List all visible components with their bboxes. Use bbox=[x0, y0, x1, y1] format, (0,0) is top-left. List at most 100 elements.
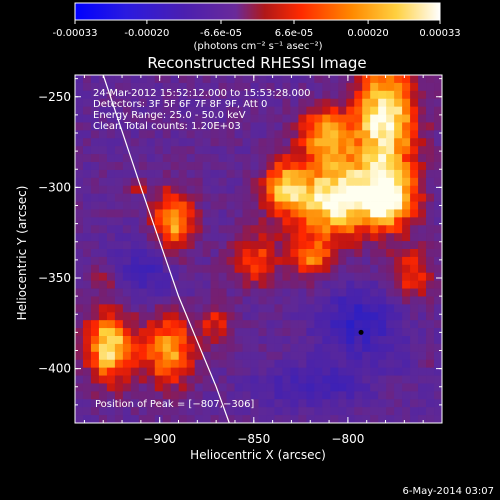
heatmap-cell bbox=[402, 391, 411, 400]
heatmap-cell bbox=[378, 225, 387, 234]
heatmap-cell bbox=[434, 154, 443, 163]
heatmap-cell bbox=[122, 336, 132, 345]
heatmap-cell bbox=[322, 249, 331, 258]
heatmap-cell bbox=[378, 415, 387, 424]
heatmap-cell bbox=[82, 312, 92, 321]
heatmap-cell bbox=[154, 98, 164, 108]
heatmap-cell bbox=[274, 359, 283, 369]
heatmap-cell bbox=[426, 114, 435, 123]
heatmap-cell bbox=[386, 264, 395, 274]
heatmap-cell bbox=[258, 343, 267, 353]
heatmap-cell bbox=[202, 383, 212, 392]
heatmap-cell bbox=[266, 272, 275, 282]
heatmap-cell bbox=[322, 280, 331, 289]
heatmap-cell bbox=[394, 328, 403, 337]
heatmap-cell bbox=[258, 264, 267, 274]
heatmap-cell bbox=[178, 185, 188, 195]
peak-position-label: Position of Peak = [−807,−306] bbox=[95, 399, 254, 410]
heatmap-cell bbox=[338, 185, 347, 195]
heatmap-cell bbox=[330, 272, 339, 282]
heatmap-cell bbox=[98, 130, 108, 139]
heatmap-cell bbox=[82, 98, 92, 108]
heatmap-cell bbox=[258, 296, 267, 305]
heatmap-cell bbox=[106, 122, 116, 131]
heatmap-cell bbox=[298, 122, 307, 131]
heatmap-cell bbox=[82, 75, 92, 84]
heatmap-cell bbox=[186, 351, 196, 361]
heatmap-cell bbox=[82, 296, 92, 305]
heatmap-cell bbox=[274, 367, 283, 376]
heatmap-cell bbox=[90, 351, 100, 361]
heatmap-cell bbox=[162, 336, 172, 345]
heatmap-cell bbox=[146, 185, 156, 195]
heatmap-cell bbox=[434, 185, 443, 195]
heatmap-cell bbox=[146, 217, 156, 226]
heatmap-cell bbox=[82, 320, 92, 329]
heatmap-cell bbox=[386, 383, 395, 392]
heatmap-cell bbox=[434, 391, 443, 400]
heatmap-cell bbox=[402, 280, 411, 289]
heatmap-cell bbox=[314, 114, 323, 123]
heatmap-cell bbox=[418, 367, 427, 376]
heatmap-cell bbox=[162, 130, 172, 139]
heatmap-cell bbox=[202, 90, 212, 100]
heatmap-cell bbox=[258, 217, 267, 226]
heatmap-cell bbox=[330, 177, 339, 187]
heatmap-cell bbox=[362, 114, 371, 123]
heatmap-cell bbox=[410, 146, 419, 155]
x-tick-label: −800 bbox=[331, 432, 364, 446]
heatmap-cell bbox=[338, 383, 347, 392]
heatmap-cell bbox=[434, 169, 443, 179]
heatmap-cell bbox=[426, 98, 435, 108]
heatmap-cell bbox=[274, 407, 283, 416]
heatmap-cell bbox=[274, 98, 283, 108]
heatmap-cell bbox=[322, 296, 331, 305]
heatmap-cell bbox=[106, 296, 116, 305]
heatmap-cell bbox=[194, 367, 204, 376]
heatmap-cell bbox=[138, 233, 148, 242]
heatmap-cell bbox=[258, 304, 267, 313]
heatmap-cell bbox=[314, 280, 323, 289]
heatmap-cell bbox=[90, 375, 100, 384]
heatmap-cell bbox=[162, 225, 172, 234]
heatmap-cell bbox=[194, 391, 204, 400]
heatmap-cell bbox=[218, 82, 227, 92]
heatmap-cell bbox=[410, 122, 419, 131]
heatmap-cell bbox=[130, 75, 140, 84]
heatmap-cell bbox=[338, 154, 347, 163]
heatmap-cell bbox=[82, 154, 92, 163]
heatmap-cell bbox=[186, 264, 196, 274]
heatmap-cell bbox=[226, 122, 235, 131]
heatmap-cell bbox=[226, 106, 235, 115]
heatmap-cell bbox=[82, 249, 92, 258]
heatmap-cell bbox=[402, 154, 411, 163]
heatmap-cell bbox=[338, 106, 347, 115]
heatmap-cell bbox=[130, 177, 140, 187]
heatmap-cell bbox=[122, 241, 132, 250]
heatmap-cell bbox=[370, 225, 379, 234]
heatmap-cell bbox=[218, 209, 227, 218]
heatmap-cell bbox=[90, 304, 100, 313]
heatmap-cell bbox=[138, 312, 148, 321]
heatmap-cell bbox=[394, 122, 403, 131]
heatmap-cell bbox=[138, 82, 148, 92]
heatmap-cell bbox=[130, 241, 140, 250]
heatmap-cell bbox=[162, 312, 172, 321]
heatmap-cell bbox=[354, 225, 363, 234]
heatmap-cell bbox=[338, 280, 347, 289]
heatmap-cell bbox=[258, 280, 267, 289]
heatmap-cell bbox=[386, 375, 395, 384]
heatmap-cell bbox=[226, 280, 235, 289]
heatmap-cell bbox=[314, 288, 323, 297]
heatmap-cell bbox=[322, 185, 331, 195]
heatmap-cell bbox=[218, 391, 227, 400]
heatmap-cell bbox=[290, 75, 299, 84]
heatmap-cell bbox=[354, 241, 363, 250]
heatmap-cell bbox=[410, 375, 419, 384]
heatmap-cell bbox=[114, 98, 124, 108]
heatmap-cell bbox=[298, 399, 307, 408]
heatmap-cell bbox=[122, 312, 132, 321]
heatmap-cell bbox=[354, 146, 363, 155]
heatmap-cell bbox=[314, 264, 323, 274]
heatmap-cell bbox=[210, 351, 220, 361]
